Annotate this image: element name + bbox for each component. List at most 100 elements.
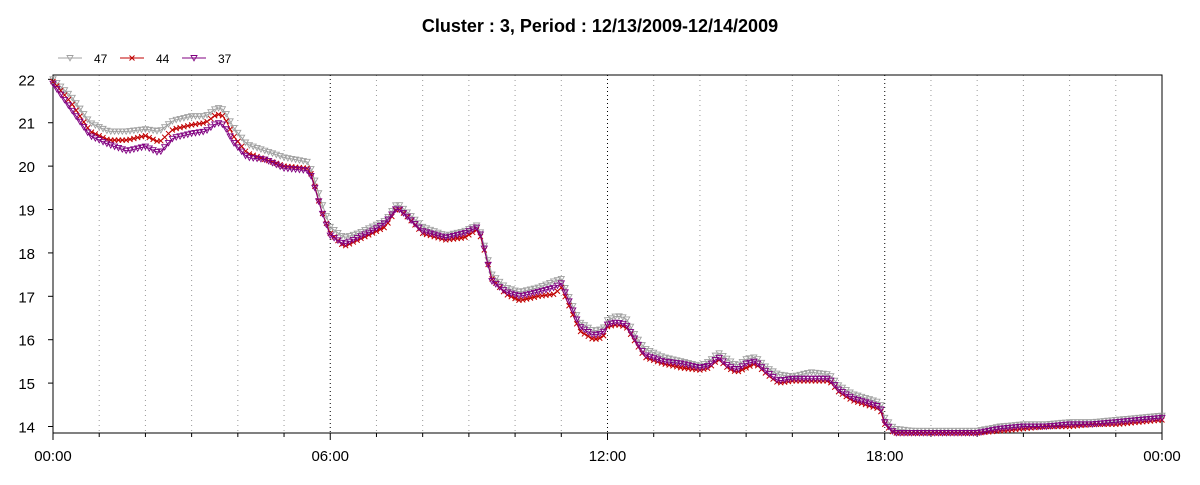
data-point bbox=[234, 129, 242, 137]
data-point bbox=[237, 134, 246, 142]
data-point bbox=[415, 224, 423, 232]
data-point bbox=[169, 127, 176, 133]
data-point bbox=[453, 232, 462, 239]
data-point bbox=[1138, 416, 1147, 424]
data-point bbox=[572, 316, 581, 324]
y-tick-label: 18 bbox=[18, 246, 35, 263]
data-point bbox=[585, 333, 592, 340]
data-point bbox=[381, 224, 388, 231]
data-point bbox=[522, 287, 531, 295]
data-point bbox=[830, 382, 839, 389]
data-point bbox=[218, 106, 227, 113]
data-point bbox=[114, 128, 123, 136]
data-point bbox=[904, 430, 912, 437]
data-point bbox=[168, 135, 177, 143]
data-point bbox=[630, 335, 639, 343]
y-tick-label: 17 bbox=[18, 289, 35, 306]
data-point bbox=[295, 166, 304, 174]
data-point bbox=[1069, 421, 1078, 429]
data-point bbox=[80, 124, 88, 131]
data-point bbox=[1058, 422, 1066, 429]
data-point bbox=[607, 315, 616, 323]
data-point bbox=[199, 128, 207, 136]
data-point bbox=[411, 221, 419, 228]
data-point bbox=[1154, 415, 1162, 422]
data-point bbox=[237, 148, 246, 156]
data-point bbox=[1015, 423, 1024, 431]
data-point bbox=[1127, 417, 1135, 425]
data-point bbox=[715, 354, 723, 362]
data-point bbox=[811, 369, 820, 377]
data-point bbox=[753, 360, 762, 368]
data-point bbox=[526, 286, 535, 294]
data-point bbox=[900, 430, 908, 437]
data-point bbox=[542, 286, 550, 294]
data-point bbox=[1142, 416, 1151, 423]
data-point bbox=[1092, 421, 1101, 428]
data-point bbox=[380, 220, 388, 228]
data-point bbox=[234, 138, 241, 145]
data-point bbox=[106, 128, 115, 136]
data-point bbox=[445, 233, 454, 241]
data-point bbox=[191, 130, 200, 137]
data-point bbox=[253, 155, 261, 163]
data-point bbox=[126, 128, 134, 135]
data-point bbox=[1100, 420, 1109, 427]
data-point bbox=[157, 148, 165, 156]
data-point bbox=[76, 105, 84, 113]
data-point bbox=[391, 202, 400, 210]
data-point bbox=[468, 226, 477, 234]
data-point bbox=[484, 261, 492, 269]
data-point bbox=[388, 211, 396, 219]
data-point bbox=[122, 128, 130, 136]
data-point bbox=[1000, 425, 1008, 433]
data-point bbox=[314, 198, 323, 206]
data-point bbox=[1123, 418, 1132, 425]
data-point bbox=[738, 363, 747, 370]
data-point bbox=[1038, 423, 1047, 431]
data-point bbox=[230, 125, 238, 132]
data-point bbox=[245, 154, 254, 162]
data-point bbox=[596, 330, 604, 338]
data-point bbox=[160, 124, 169, 131]
data-point bbox=[707, 360, 716, 368]
data-point bbox=[322, 213, 331, 220]
data-point bbox=[187, 130, 196, 138]
series-line bbox=[52, 81, 1163, 434]
series-37 bbox=[49, 80, 1166, 437]
data-point bbox=[1061, 421, 1070, 429]
data-point bbox=[534, 284, 542, 292]
data-point bbox=[1135, 417, 1143, 424]
data-point bbox=[592, 331, 600, 339]
data-point bbox=[819, 375, 827, 383]
x-axis: 00:00 06:00 12:00 18:00 00:00 bbox=[34, 433, 1181, 465]
data-point bbox=[977, 429, 985, 436]
data-point bbox=[391, 206, 400, 214]
data-point bbox=[954, 430, 962, 437]
data-point bbox=[407, 217, 415, 225]
data-point bbox=[184, 131, 192, 139]
data-point bbox=[110, 128, 119, 136]
data-point bbox=[1035, 423, 1043, 431]
data-point bbox=[630, 330, 639, 338]
data-point bbox=[211, 112, 218, 119]
data-point bbox=[130, 127, 138, 135]
data-point bbox=[150, 136, 156, 143]
data-point bbox=[1131, 417, 1139, 425]
data-point bbox=[873, 403, 881, 410]
data-point bbox=[126, 147, 134, 154]
data-point bbox=[72, 100, 80, 107]
data-point bbox=[472, 222, 481, 230]
data-point bbox=[210, 121, 219, 129]
data-point bbox=[811, 375, 820, 383]
data-point bbox=[361, 231, 369, 239]
y-tick-label: 20 bbox=[18, 159, 35, 176]
data-point bbox=[784, 376, 793, 384]
data-point bbox=[287, 166, 296, 173]
data-point bbox=[208, 115, 214, 122]
data-point bbox=[130, 146, 138, 154]
data-point bbox=[72, 113, 80, 120]
data-point bbox=[341, 240, 350, 248]
data-point bbox=[900, 426, 908, 434]
